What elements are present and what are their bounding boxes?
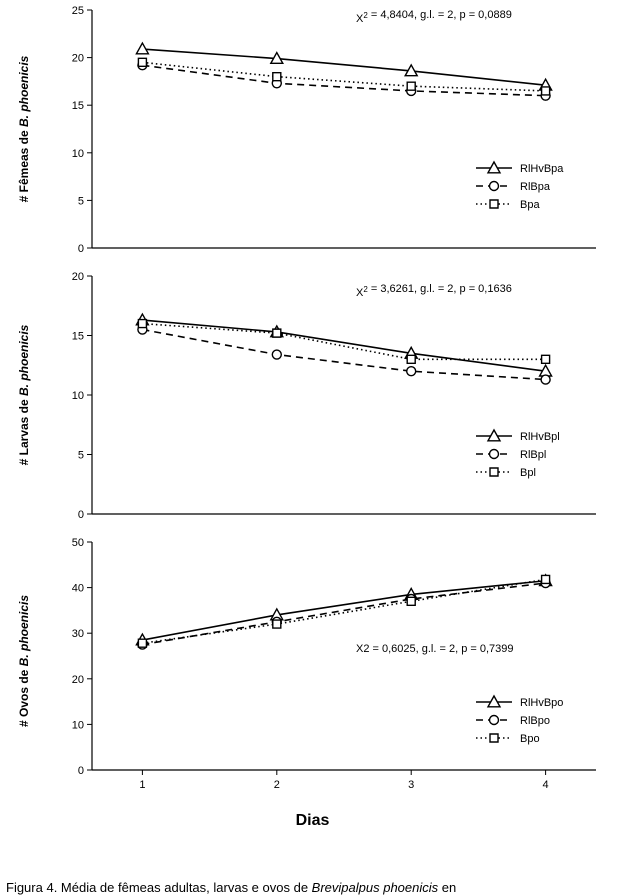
ytick-label: 30 [72, 628, 84, 640]
ytick-label: 10 [72, 390, 84, 402]
ytick-label: 5 [78, 195, 84, 207]
marker-circle [272, 350, 281, 359]
marker-square [542, 355, 550, 363]
marker-square [542, 87, 550, 95]
xtick-label: 2 [274, 779, 280, 790]
ytick-label: 50 [72, 537, 84, 549]
legend-label: Bpo [520, 733, 540, 745]
marker-square [407, 597, 415, 605]
stats-text: X2 = 3,6261, g.l. = 2, p = 0,1636 [356, 283, 512, 299]
ytick-label: 25 [72, 5, 84, 17]
figure-caption: Figura 4. Média de fêmeas adultas, larva… [0, 880, 625, 895]
chart-panel-ovos: # Ovos de B. phoenicis010203040501234X2 … [36, 532, 606, 790]
ytick-label: 5 [78, 450, 84, 462]
legend-label: Bpa [520, 199, 540, 211]
ytick-label: 0 [78, 765, 84, 777]
y-axis-label: # Larvas de B. phoenicis [17, 325, 31, 466]
ytick-label: 15 [72, 331, 84, 343]
ytick-label: 10 [72, 148, 84, 160]
xtick-label: 3 [408, 779, 414, 790]
series-line-RlBpo [142, 583, 545, 645]
ytick-label: 40 [72, 583, 84, 595]
legend-label: RlBpl [520, 449, 546, 461]
y-axis-label: # Ovos de B. phoenicis [17, 595, 31, 727]
ytick-label: 0 [78, 243, 84, 255]
ytick-label: 20 [72, 674, 84, 686]
marker-square [273, 329, 281, 337]
stats-text: X2 = 4,8404, g.l. = 2, p = 0,0889 [356, 9, 512, 25]
marker-square [542, 575, 550, 583]
marker-square [138, 639, 146, 647]
ytick-label: 15 [72, 100, 84, 112]
marker-square [138, 58, 146, 66]
legend-marker [490, 468, 498, 476]
series-line-RlHvBpa [142, 49, 545, 85]
legend-marker [490, 716, 499, 725]
ytick-label: 10 [72, 719, 84, 731]
x-axis-label: Dias [296, 812, 330, 830]
chart-panel-larvas: # Larvas de B. phoenicis05101520X2 = 3,6… [36, 266, 606, 524]
marker-circle [407, 367, 416, 376]
ytick-label: 20 [72, 271, 84, 283]
marker-square [273, 620, 281, 628]
legend-label: RlHvBpl [520, 431, 560, 443]
chart-panel-femeas: # Fêmeas de B. phoenicis0510152025X2 = 4… [36, 0, 606, 258]
xtick-label: 4 [543, 779, 549, 790]
legend-marker [490, 200, 498, 208]
series-line-RlBpa [142, 65, 545, 95]
legend-label: RlHvBpo [520, 697, 563, 709]
legend-label: RlBpa [520, 181, 551, 193]
legend-label: RlHvBpa [520, 163, 564, 175]
ytick-label: 0 [78, 509, 84, 521]
legend-marker [490, 734, 498, 742]
y-axis-label: # Fêmeas de B. phoenicis [17, 56, 31, 203]
marker-square [138, 320, 146, 328]
ytick-label: 20 [72, 53, 84, 65]
marker-circle [541, 375, 550, 384]
series-line-Bpa [142, 62, 545, 91]
marker-square [407, 82, 415, 90]
legend-marker [490, 182, 499, 191]
legend-label: Bpl [520, 467, 536, 479]
series-line-RlBpl [142, 330, 545, 380]
legend-marker [490, 450, 499, 459]
marker-square [273, 73, 281, 81]
legend-label: RlBpo [520, 715, 550, 727]
marker-square [407, 355, 415, 363]
xtick-label: 1 [139, 779, 145, 790]
stats-text: X2 = 0,6025, g.l. = 2, p = 0,7399 [356, 643, 514, 655]
marker-triangle [136, 43, 148, 54]
